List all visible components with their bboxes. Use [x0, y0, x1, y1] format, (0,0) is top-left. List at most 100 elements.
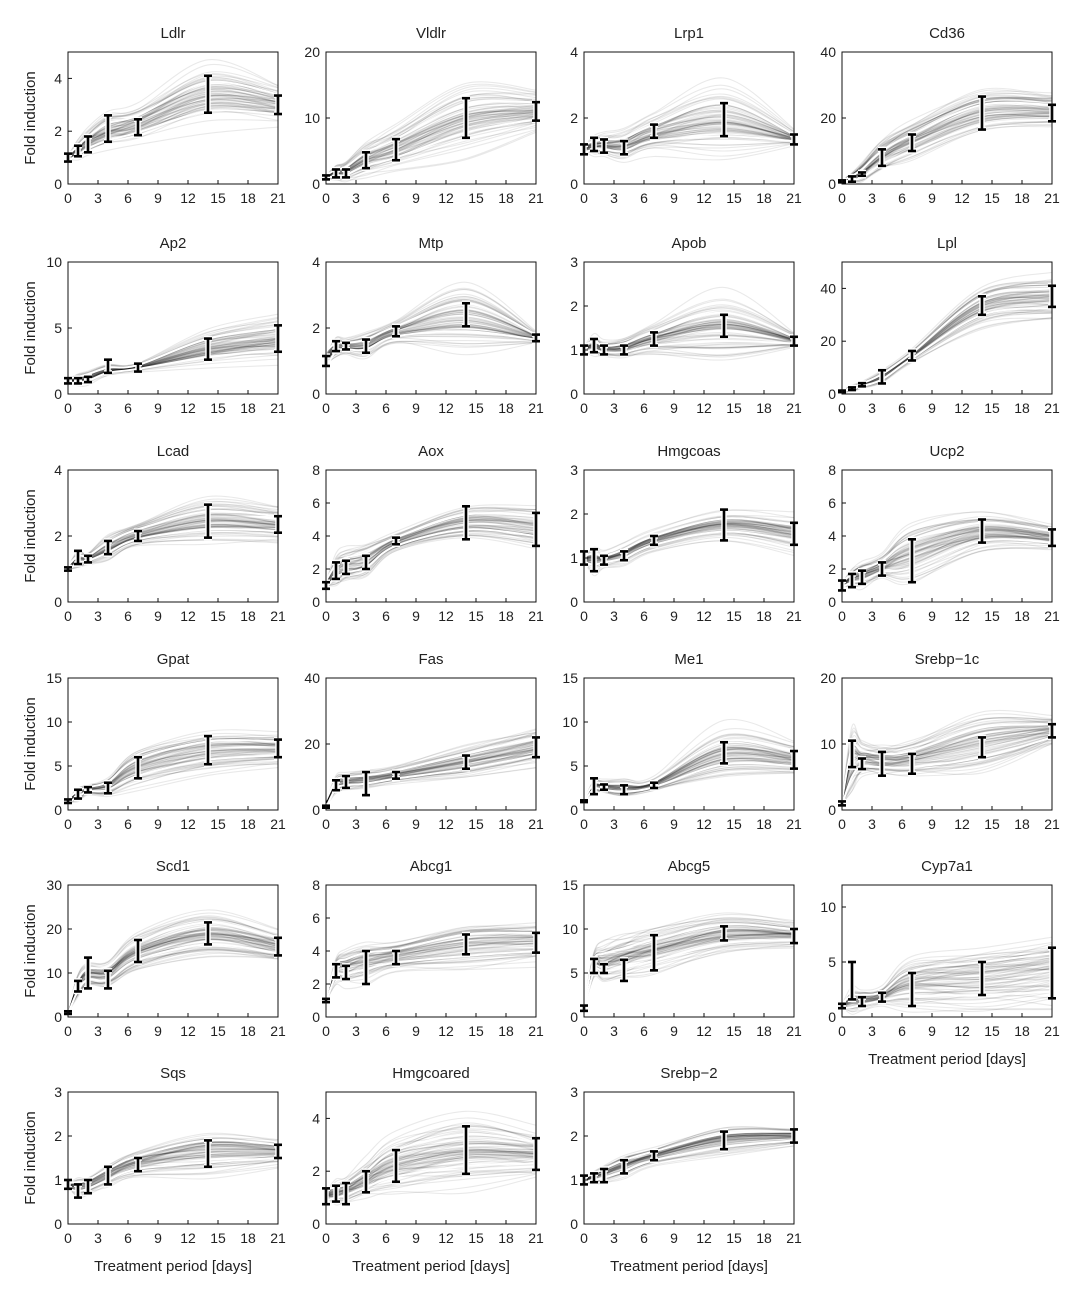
x-tick-label: 0 [64, 608, 72, 624]
error-bar [362, 336, 370, 356]
y-tick-label: 0 [828, 802, 836, 818]
error-bar [978, 516, 986, 546]
x-tick-label: 0 [322, 400, 330, 416]
x-tick-label: 6 [124, 1023, 132, 1039]
y-tick-label: 1 [570, 550, 578, 566]
y-tick-label: 0 [570, 1009, 578, 1025]
y-tick-label: 2 [54, 1128, 62, 1144]
error-bar [204, 1137, 212, 1170]
error-bar [848, 571, 856, 590]
panel-mtp: Mtp 0 2 4 0 3 6 9 12 15 18 21 [312, 235, 544, 416]
error-bar [600, 1166, 608, 1185]
trajectory-cloud [584, 718, 794, 802]
error-bar [720, 739, 728, 767]
x-tick-label: 21 [528, 1023, 544, 1039]
error-bar [392, 769, 400, 782]
y-tick-label: 20 [820, 110, 836, 126]
y-tick-label: 2 [828, 561, 836, 577]
y-tick-label: 20 [46, 921, 62, 937]
x-tick-label: 0 [322, 608, 330, 624]
y-tick-label: 0 [312, 802, 320, 818]
y-tick-label: 10 [562, 714, 578, 730]
error-bar [720, 100, 728, 139]
panel-title: Lrp1 [674, 25, 704, 42]
y-axis-label: Fold induction [22, 281, 39, 374]
error-bar [978, 293, 986, 318]
panel-lcad: Lcad 0 2 4 0 3 6 9 12 15 18 21 Fold induction [22, 443, 286, 624]
x-tick-label: 3 [610, 1023, 618, 1039]
error-bar [650, 329, 658, 349]
x-tick-label: 6 [382, 400, 390, 416]
error-bar [392, 534, 400, 547]
error-bar [978, 734, 986, 760]
error-bar [342, 558, 350, 577]
x-tick-label: 15 [468, 400, 484, 416]
x-tick-label: 9 [928, 1023, 936, 1039]
panel-lpl: Lpl 0 20 40 0 3 6 9 12 15 18 21 [820, 235, 1060, 416]
x-tick-label: 12 [696, 190, 712, 206]
y-tick-label: 0 [312, 176, 320, 192]
x-tick-label: 3 [610, 816, 618, 832]
y-tick-label: 10 [46, 254, 62, 270]
x-tick-label: 6 [382, 1023, 390, 1039]
axes-frame [67, 677, 279, 811]
error-bar [134, 116, 142, 138]
error-bar [342, 1180, 350, 1207]
x-tick-label: 0 [580, 190, 588, 206]
x-tick-label: 9 [412, 816, 420, 832]
x-tick-label: 0 [64, 400, 72, 416]
x-tick-label: 6 [898, 816, 906, 832]
error-bar [74, 978, 82, 995]
y-tick-label: 4 [570, 44, 578, 60]
y-tick-label: 8 [828, 462, 836, 478]
x-tick-label: 9 [670, 816, 678, 832]
x-tick-label: 9 [154, 1023, 162, 1039]
x-tick-label: 15 [468, 1023, 484, 1039]
panel-abcg1: Abcg1 0 2 4 6 8 0 3 6 9 12 15 18 21 [312, 858, 544, 1039]
y-tick-label: 10 [46, 965, 62, 981]
x-tick-label: 6 [640, 1023, 648, 1039]
error-bar [462, 300, 470, 330]
error-bar [720, 1128, 728, 1152]
panel-title: Me1 [674, 651, 703, 668]
y-tick-label: 0 [828, 594, 836, 610]
y-tick-label: 2 [570, 1128, 578, 1144]
x-tick-label: 9 [670, 190, 678, 206]
error-bar [104, 968, 112, 992]
error-bar [332, 777, 340, 793]
axes-frame [841, 884, 1053, 1018]
x-tick-label: 0 [838, 608, 846, 624]
x-tick-label: 21 [786, 1023, 802, 1039]
x-tick-label: 21 [270, 608, 286, 624]
y-tick-label: 2 [312, 561, 320, 577]
error-bar [342, 963, 350, 982]
x-tick-label: 3 [868, 190, 876, 206]
axes-frame [67, 1091, 279, 1225]
x-tick-label: 15 [726, 1023, 742, 1039]
x-tick-label: 21 [270, 190, 286, 206]
error-bar [392, 136, 400, 163]
x-tick-label: 18 [756, 1023, 772, 1039]
x-tick-label: 3 [94, 816, 102, 832]
x-tick-label: 18 [1014, 1023, 1030, 1039]
error-bar [104, 779, 112, 797]
trajectory-cloud [326, 281, 536, 365]
x-tick-label: 6 [898, 1023, 906, 1039]
y-tick-label: 0 [570, 176, 578, 192]
x-tick-label: 15 [468, 608, 484, 624]
x-tick-label: 21 [528, 190, 544, 206]
x-tick-label: 12 [696, 1023, 712, 1039]
y-tick-label: 2 [570, 298, 578, 314]
error-bar [908, 970, 916, 1009]
error-bar [650, 533, 658, 548]
y-tick-label: 2 [312, 1163, 320, 1179]
error-bar [848, 384, 856, 393]
x-tick-label: 6 [382, 816, 390, 832]
error-bar [620, 782, 628, 797]
x-tick-label: 6 [382, 190, 390, 206]
error-bar [650, 779, 658, 791]
panel-gpat: Gpat 0 5 10 15 0 3 6 9 12 15 18 21 Fold induction [22, 651, 286, 832]
panel-title: Lpl [937, 235, 957, 252]
